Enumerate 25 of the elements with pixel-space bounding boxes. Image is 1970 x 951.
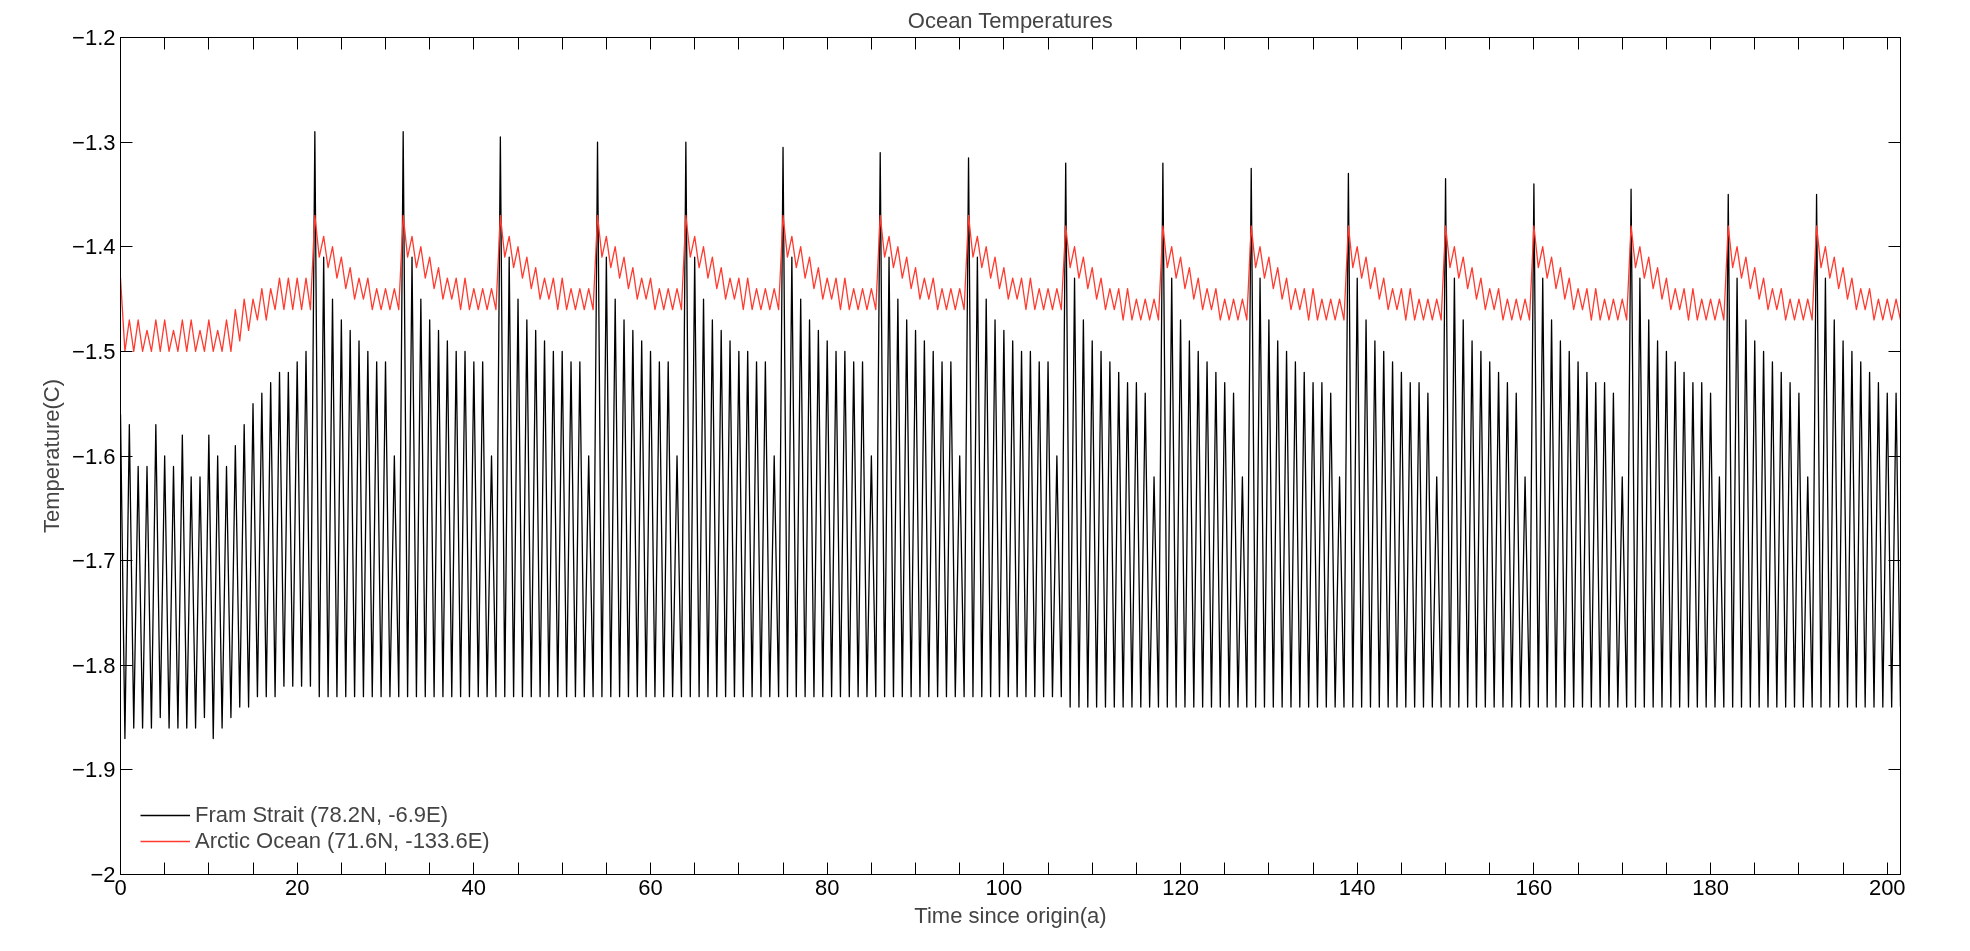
chart-title: Ocean Temperatures (907, 7, 1113, 33)
x-tick-label: 100 (985, 874, 1023, 900)
y-tick-label: −2 (90, 862, 116, 887)
y-tick-label: −1.8 (72, 652, 116, 678)
y-tick-label: −1.5 (72, 338, 116, 364)
x-tick-label: 200 (1868, 874, 1906, 900)
legend-label: Arctic Ocean (71.6N, -133.6E) (195, 828, 490, 854)
x-tick-label: 40 (461, 874, 487, 900)
legend-label: Fram Strait (78.2N, -6.9E) (195, 802, 449, 828)
x-tick-label: 120 (1162, 874, 1199, 900)
y-tick-label: −1.3 (72, 129, 116, 155)
x-tick-label: 140 (1338, 874, 1376, 900)
x-axis-title: Time since origin(a) (914, 902, 1107, 928)
y-tick-label: −1.7 (72, 548, 116, 574)
y-tick-label: −1.4 (72, 234, 116, 260)
y-tick-label: −1.9 (72, 757, 116, 783)
x-tick-label: 180 (1692, 874, 1729, 900)
y-axis-title: Temperature(C) (39, 378, 65, 534)
x-tick-label: 20 (284, 874, 310, 900)
x-tick-label: 80 (814, 874, 840, 900)
x-tick-label: 160 (1515, 874, 1553, 900)
x-tick-label: 60 (638, 874, 663, 900)
x-tick-label: 0 (114, 874, 127, 900)
y-tick-label: −1.6 (72, 443, 116, 469)
y-tick-label: −1.2 (72, 25, 116, 50)
